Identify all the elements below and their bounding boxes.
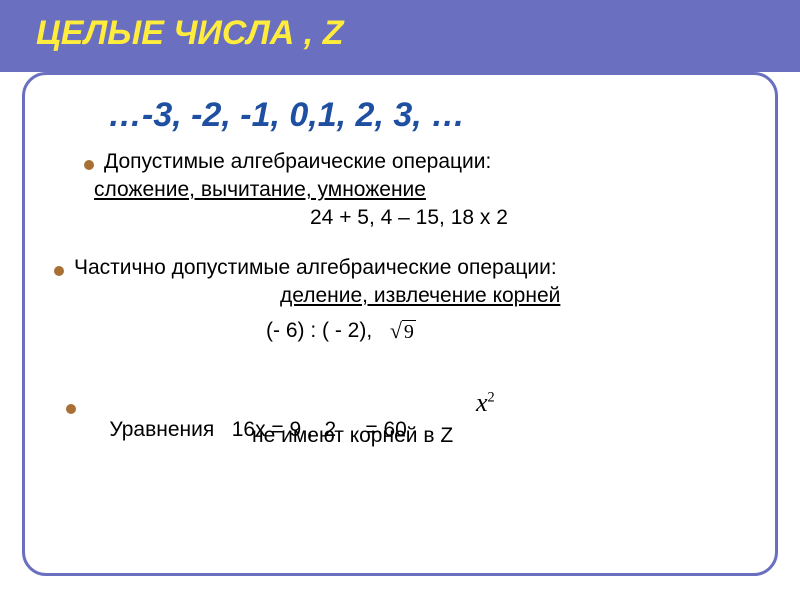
bullet-dot-icon	[84, 160, 94, 170]
integer-sequence-text: …-3, -2, -1, 0,1, 2, 3, …	[108, 96, 465, 134]
radicand-value: 9	[402, 320, 416, 343]
x-var: x	[476, 388, 488, 417]
bullet-dot-icon	[66, 404, 76, 414]
bullet-2-ops-text: деление, извлечение корней	[280, 284, 560, 307]
bullet-1-examples: 24 + 5, 4 – 15, 18 х 2	[310, 206, 508, 230]
integer-sequence: …-3, -2, -1, 0,1, 2, 3, …	[108, 96, 465, 135]
sqrt-icon: √9	[390, 318, 416, 344]
bullet-1-line1: Допустимые алгебраические операции:	[104, 150, 491, 174]
bullet-2-examples: (- 6) : ( - 2), √9	[266, 318, 416, 344]
x-squared: x2	[476, 388, 495, 418]
slide-title-text: ЦЕЛЫЕ ЧИСЛА , Z	[36, 14, 343, 52]
bullet-1-examples-text: 24 + 5, 4 – 15, 18 х 2	[310, 206, 508, 229]
radical-symbol: √	[390, 318, 402, 343]
slide-title: ЦЕЛЫЕ ЧИСЛА , Z	[36, 14, 343, 53]
bullet-1: Допустимые алгебраические операции:	[84, 150, 491, 174]
bullet-2-div: (- 6) : ( - 2),	[266, 319, 384, 343]
bullet-2-line1: Частично допустимые алгебраические опера…	[74, 256, 557, 280]
bullet-dot-icon	[54, 266, 64, 276]
bullet-3-line2: не имеют корней в Z	[252, 424, 453, 448]
bullet-3-noroots: не имеют корней в Z	[252, 424, 453, 447]
bullet-1-ops-text: сложение, вычитание, умножение	[94, 178, 426, 201]
bullet-1-ops: сложение, вычитание, умножение	[94, 178, 426, 202]
bullet-2: Частично допустимые алгебраические опера…	[54, 256, 557, 280]
bullet-2-ops: деление, извлечение корней	[280, 284, 560, 308]
x-exponent: 2	[488, 389, 495, 405]
